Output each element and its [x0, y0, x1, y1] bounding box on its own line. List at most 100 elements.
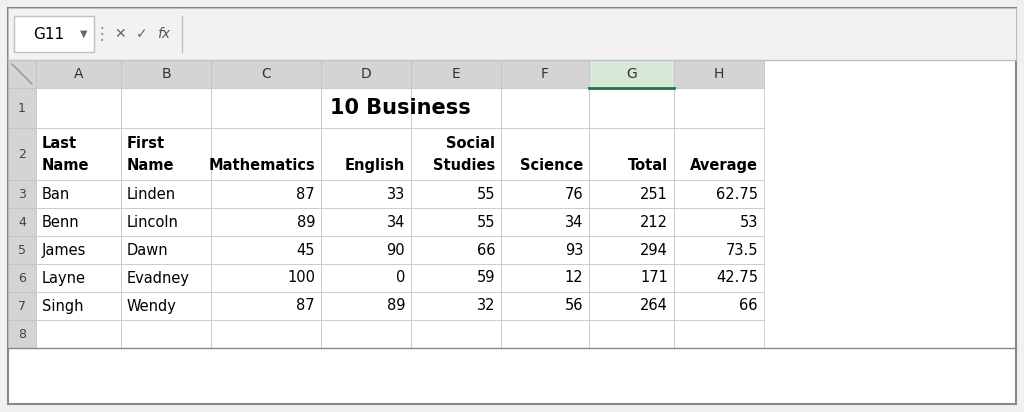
- Text: Singh: Singh: [42, 299, 84, 314]
- Bar: [321, 208, 411, 236]
- Bar: [211, 320, 321, 348]
- Bar: [8, 88, 36, 128]
- Bar: [36, 320, 121, 348]
- Bar: [121, 128, 211, 180]
- Text: F: F: [541, 67, 549, 81]
- Text: D: D: [360, 67, 372, 81]
- Text: 32: 32: [476, 299, 495, 314]
- Bar: [674, 128, 764, 180]
- Bar: [674, 180, 764, 208]
- Text: 171: 171: [640, 271, 668, 286]
- Bar: [411, 292, 501, 320]
- Text: English: English: [345, 158, 406, 173]
- Text: Science: Science: [520, 158, 583, 173]
- Bar: [211, 88, 321, 128]
- Bar: [501, 264, 589, 292]
- Bar: [411, 208, 501, 236]
- Text: Last: Last: [42, 136, 77, 151]
- Text: Lincoln: Lincoln: [127, 215, 179, 229]
- Text: Name: Name: [127, 158, 174, 173]
- Bar: [36, 180, 121, 208]
- Text: G: G: [626, 67, 637, 81]
- Bar: [121, 60, 211, 88]
- Text: ⋮: ⋮: [93, 25, 111, 43]
- Text: 8: 8: [18, 328, 26, 340]
- Bar: [121, 208, 211, 236]
- Text: 0: 0: [395, 271, 406, 286]
- Bar: [411, 128, 501, 180]
- Text: James: James: [42, 243, 86, 258]
- Bar: [321, 60, 411, 88]
- Text: ✓: ✓: [136, 27, 147, 41]
- Text: 66: 66: [739, 299, 758, 314]
- Bar: [501, 208, 589, 236]
- Text: 73.5: 73.5: [725, 243, 758, 258]
- Text: 12: 12: [564, 271, 583, 286]
- Text: 76: 76: [564, 187, 583, 201]
- Text: H: H: [714, 67, 724, 81]
- Bar: [36, 292, 121, 320]
- Text: B: B: [161, 67, 171, 81]
- Bar: [36, 236, 121, 264]
- Bar: [321, 88, 411, 128]
- Text: 59: 59: [476, 271, 495, 286]
- Bar: [8, 60, 36, 88]
- Text: 56: 56: [564, 299, 583, 314]
- Text: 294: 294: [640, 243, 668, 258]
- Bar: [411, 264, 501, 292]
- Bar: [589, 180, 674, 208]
- Text: 53: 53: [739, 215, 758, 229]
- Bar: [589, 236, 674, 264]
- Text: Total: Total: [628, 158, 668, 173]
- Text: 251: 251: [640, 187, 668, 201]
- Text: 100: 100: [287, 271, 315, 286]
- Bar: [321, 180, 411, 208]
- Text: 3: 3: [18, 187, 26, 201]
- Bar: [589, 320, 674, 348]
- Text: 34: 34: [564, 215, 583, 229]
- Bar: [501, 292, 589, 320]
- Text: Benn: Benn: [42, 215, 80, 229]
- Bar: [8, 320, 36, 348]
- Bar: [411, 180, 501, 208]
- Bar: [211, 292, 321, 320]
- Text: Dawn: Dawn: [127, 243, 169, 258]
- Text: 4: 4: [18, 215, 26, 229]
- Bar: [8, 208, 36, 236]
- Text: E: E: [452, 67, 461, 81]
- Bar: [8, 292, 36, 320]
- Text: 87: 87: [296, 187, 315, 201]
- Bar: [14, 16, 94, 52]
- Bar: [121, 320, 211, 348]
- Text: Studies: Studies: [433, 158, 495, 173]
- Text: 2: 2: [18, 147, 26, 161]
- Text: 1: 1: [18, 101, 26, 115]
- Bar: [589, 208, 674, 236]
- Bar: [501, 320, 589, 348]
- Text: 7: 7: [18, 300, 26, 312]
- Bar: [36, 128, 121, 180]
- Bar: [501, 236, 589, 264]
- Bar: [211, 180, 321, 208]
- Text: C: C: [261, 67, 271, 81]
- Bar: [589, 60, 674, 88]
- Bar: [321, 264, 411, 292]
- Text: G11: G11: [34, 26, 65, 42]
- Bar: [411, 320, 501, 348]
- Text: Ban: Ban: [42, 187, 71, 201]
- Text: A: A: [74, 67, 83, 81]
- Text: ✕: ✕: [115, 27, 126, 41]
- Bar: [211, 208, 321, 236]
- Bar: [8, 236, 36, 264]
- Text: Evadney: Evadney: [127, 271, 190, 286]
- Bar: [411, 236, 501, 264]
- Bar: [674, 208, 764, 236]
- Bar: [36, 208, 121, 236]
- Bar: [674, 292, 764, 320]
- Text: First: First: [127, 136, 165, 151]
- Bar: [36, 60, 121, 88]
- Bar: [8, 128, 36, 180]
- Bar: [674, 60, 764, 88]
- Bar: [121, 88, 211, 128]
- Bar: [121, 292, 211, 320]
